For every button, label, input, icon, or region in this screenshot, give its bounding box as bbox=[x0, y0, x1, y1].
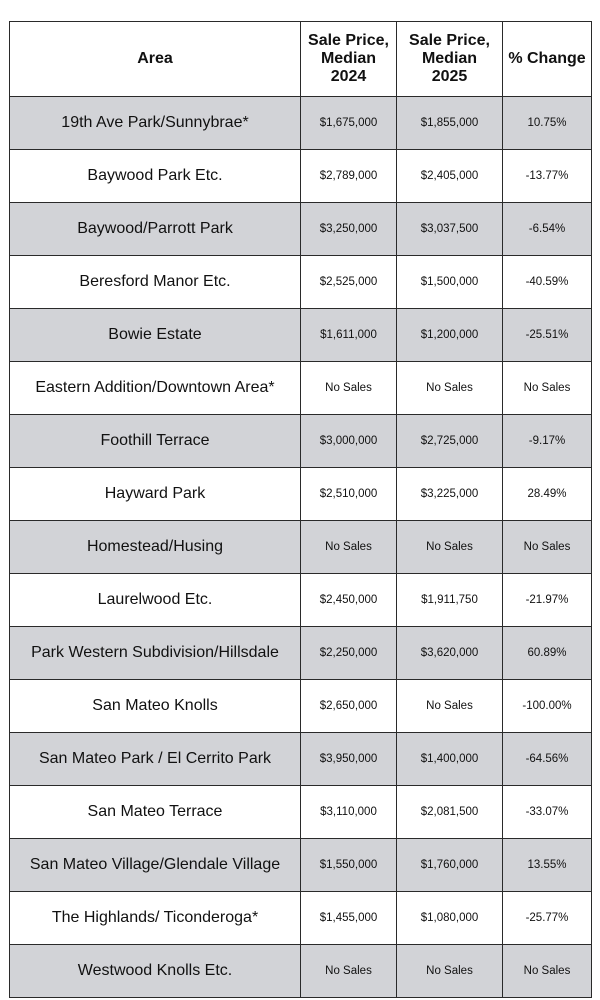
table-row: Eastern Addition/Downtown Area* No Sales N… bbox=[9, 361, 592, 415]
cell-price-2024: $3,250,000 bbox=[300, 202, 397, 256]
cell-price-2024: $2,650,000 bbox=[300, 679, 397, 733]
cell-change: 13.55% bbox=[502, 838, 592, 892]
cell-change: -64.56% bbox=[502, 732, 592, 786]
table-row: Hayward Park $2,510,000 $3,225,000 28.49% bbox=[9, 467, 592, 521]
cell-price-2024: $3,950,000 bbox=[300, 732, 397, 786]
cell-price-2024: $2,250,000 bbox=[300, 626, 397, 680]
header-price-2024: Sale Price, Median 2024 bbox=[300, 21, 397, 97]
cell-change: -21.97% bbox=[502, 573, 592, 627]
cell-price-2025: No Sales bbox=[396, 679, 503, 733]
cell-price-2025: $1,760,000 bbox=[396, 838, 503, 892]
header-area: Area bbox=[9, 21, 301, 97]
table-header: Area Sale Price, Median 2024 Sale Price,… bbox=[9, 21, 592, 97]
table-row: Laurelwood Etc. $2,450,000 $1,911,750 -21.9… bbox=[9, 573, 592, 627]
cell-price-2025: $3,620,000 bbox=[396, 626, 503, 680]
cell-change: No Sales bbox=[502, 944, 592, 998]
cell-area: Westwood Knolls Etc. bbox=[9, 944, 301, 998]
cell-price-2025: $3,225,000 bbox=[396, 467, 503, 521]
header-price-2024-line-3: 2024 bbox=[330, 68, 367, 85]
cell-change: -9.17% bbox=[502, 414, 592, 468]
cell-area: Foothill Terrace bbox=[9, 414, 301, 468]
cell-area: Park Western Subdivision/Hillsdale bbox=[9, 626, 301, 680]
cell-area: San Mateo Park / El Cerrito Park bbox=[9, 732, 301, 786]
cell-price-2024: $1,455,000 bbox=[300, 891, 397, 945]
cell-area: Baywood/Parrott Park bbox=[9, 202, 301, 256]
cell-price-2025: $2,081,500 bbox=[396, 785, 503, 839]
table-row: Baywood/Parrott Park $3,250,000 $3,037,500… bbox=[9, 202, 592, 256]
table-row: San Mateo Village/Glendale Village $1,550… bbox=[9, 838, 592, 892]
cell-price-2025: $1,080,000 bbox=[396, 891, 503, 945]
cell-area: San Mateo Knolls bbox=[9, 679, 301, 733]
cell-change: 60.89% bbox=[502, 626, 592, 680]
cell-price-2024: $2,510,000 bbox=[300, 467, 397, 521]
table-row: Baywood Park Etc. $2,789,000 $2,405,000 -13… bbox=[9, 149, 592, 203]
cell-area: San Mateo Terrace bbox=[9, 785, 301, 839]
cell-area: Hayward Park bbox=[9, 467, 301, 521]
cell-price-2024: $1,675,000 bbox=[300, 96, 397, 150]
cell-change: -33.07% bbox=[502, 785, 592, 839]
table-row: Bowie Estate $1,611,000 $1,200,000 -25.51% bbox=[9, 308, 592, 362]
table-row: Beresford Manor Etc. $2,525,000 $1,500,000… bbox=[9, 255, 592, 309]
cell-price-2025: $2,405,000 bbox=[396, 149, 503, 203]
cell-price-2025: No Sales bbox=[396, 944, 503, 998]
table-row: Park Western Subdivision/Hillsdale $2,250… bbox=[9, 626, 592, 680]
header-price-2025-line-3: 2025 bbox=[431, 68, 468, 85]
table-row: San Mateo Park / El Cerrito Park $3,950,0… bbox=[9, 732, 592, 786]
header-price-2025-line-2: Median bbox=[421, 50, 478, 67]
cell-change: -6.54% bbox=[502, 202, 592, 256]
cell-area: 19th Ave Park/Sunnybrae* bbox=[9, 96, 301, 150]
cell-area: Bowie Estate bbox=[9, 308, 301, 362]
cell-price-2024: No Sales bbox=[300, 944, 397, 998]
cell-change: No Sales bbox=[502, 361, 592, 415]
cell-change: 28.49% bbox=[502, 467, 592, 521]
cell-price-2025: $2,725,000 bbox=[396, 414, 503, 468]
cell-change: -25.77% bbox=[502, 891, 592, 945]
cell-change: -100.00% bbox=[502, 679, 592, 733]
cell-change: 10.75% bbox=[502, 96, 592, 150]
cell-price-2024: $3,000,000 bbox=[300, 414, 397, 468]
table-row: 19th Ave Park/Sunnybrae* $1,675,000 $1,855… bbox=[9, 96, 592, 150]
cell-area: The Highlands/ Ticonderoga* bbox=[9, 891, 301, 945]
cell-price-2024: No Sales bbox=[300, 361, 397, 415]
table-row: Foothill Terrace $3,000,000 $2,725,000 -9.1… bbox=[9, 414, 592, 468]
cell-price-2025: $1,911,750 bbox=[396, 573, 503, 627]
cell-price-2024: No Sales bbox=[300, 520, 397, 574]
cell-price-2024: $2,525,000 bbox=[300, 255, 397, 309]
cell-price-2024: $2,789,000 bbox=[300, 149, 397, 203]
cell-price-2024: $3,110,000 bbox=[300, 785, 397, 839]
cell-area: Beresford Manor Etc. bbox=[9, 255, 301, 309]
cell-price-2025: $3,037,500 bbox=[396, 202, 503, 256]
cell-price-2025: $1,855,000 bbox=[396, 96, 503, 150]
cell-area: Laurelwood Etc. bbox=[9, 573, 301, 627]
cell-change: No Sales bbox=[502, 520, 592, 574]
table-row: The Highlands/ Ticonderoga* $1,455,000 $1,… bbox=[9, 891, 592, 945]
cell-price-2024: $2,450,000 bbox=[300, 573, 397, 627]
sales-price-table: Area Sale Price, Median 2024 Sale Price,… bbox=[9, 21, 592, 998]
table-row: Westwood Knolls Etc. No Sales No Sales No S… bbox=[9, 944, 592, 998]
header-price-2024-line-2: Median bbox=[320, 50, 377, 67]
table-row: San Mateo Knolls $2,650,000 No Sales -100.0… bbox=[9, 679, 592, 733]
header-price-2025-line-1: Sale Price, bbox=[409, 32, 490, 49]
cell-price-2025: $1,400,000 bbox=[396, 732, 503, 786]
header-price-2025: Sale Price, Median 2025 bbox=[396, 21, 503, 97]
cell-change: -25.51% bbox=[502, 308, 592, 362]
cell-price-2025: No Sales bbox=[396, 361, 503, 415]
table-row: San Mateo Terrace $3,110,000 $2,081,500 -33… bbox=[9, 785, 592, 839]
header-change: % Change bbox=[502, 21, 592, 97]
cell-area: Baywood Park Etc. bbox=[9, 149, 301, 203]
cell-price-2025: $1,500,000 bbox=[396, 255, 503, 309]
cell-price-2025: $1,200,000 bbox=[396, 308, 503, 362]
header-price-2024-line-1: Sale Price, bbox=[308, 32, 389, 49]
table-body: 19th Ave Park/Sunnybrae* $1,675,000 $1,855… bbox=[9, 96, 592, 998]
table-row: Homestead/Husing No Sales No Sales No Sales bbox=[9, 520, 592, 574]
cell-price-2024: $1,611,000 bbox=[300, 308, 397, 362]
cell-change: -13.77% bbox=[502, 149, 592, 203]
cell-price-2025: No Sales bbox=[396, 520, 503, 574]
cell-area: San Mateo Village/Glendale Village bbox=[9, 838, 301, 892]
cell-area: Homestead/Husing bbox=[9, 520, 301, 574]
header-row: Area Sale Price, Median 2024 Sale Price,… bbox=[9, 21, 592, 97]
cell-change: -40.59% bbox=[502, 255, 592, 309]
cell-price-2024: $1,550,000 bbox=[300, 838, 397, 892]
cell-area: Eastern Addition/Downtown Area* bbox=[9, 361, 301, 415]
